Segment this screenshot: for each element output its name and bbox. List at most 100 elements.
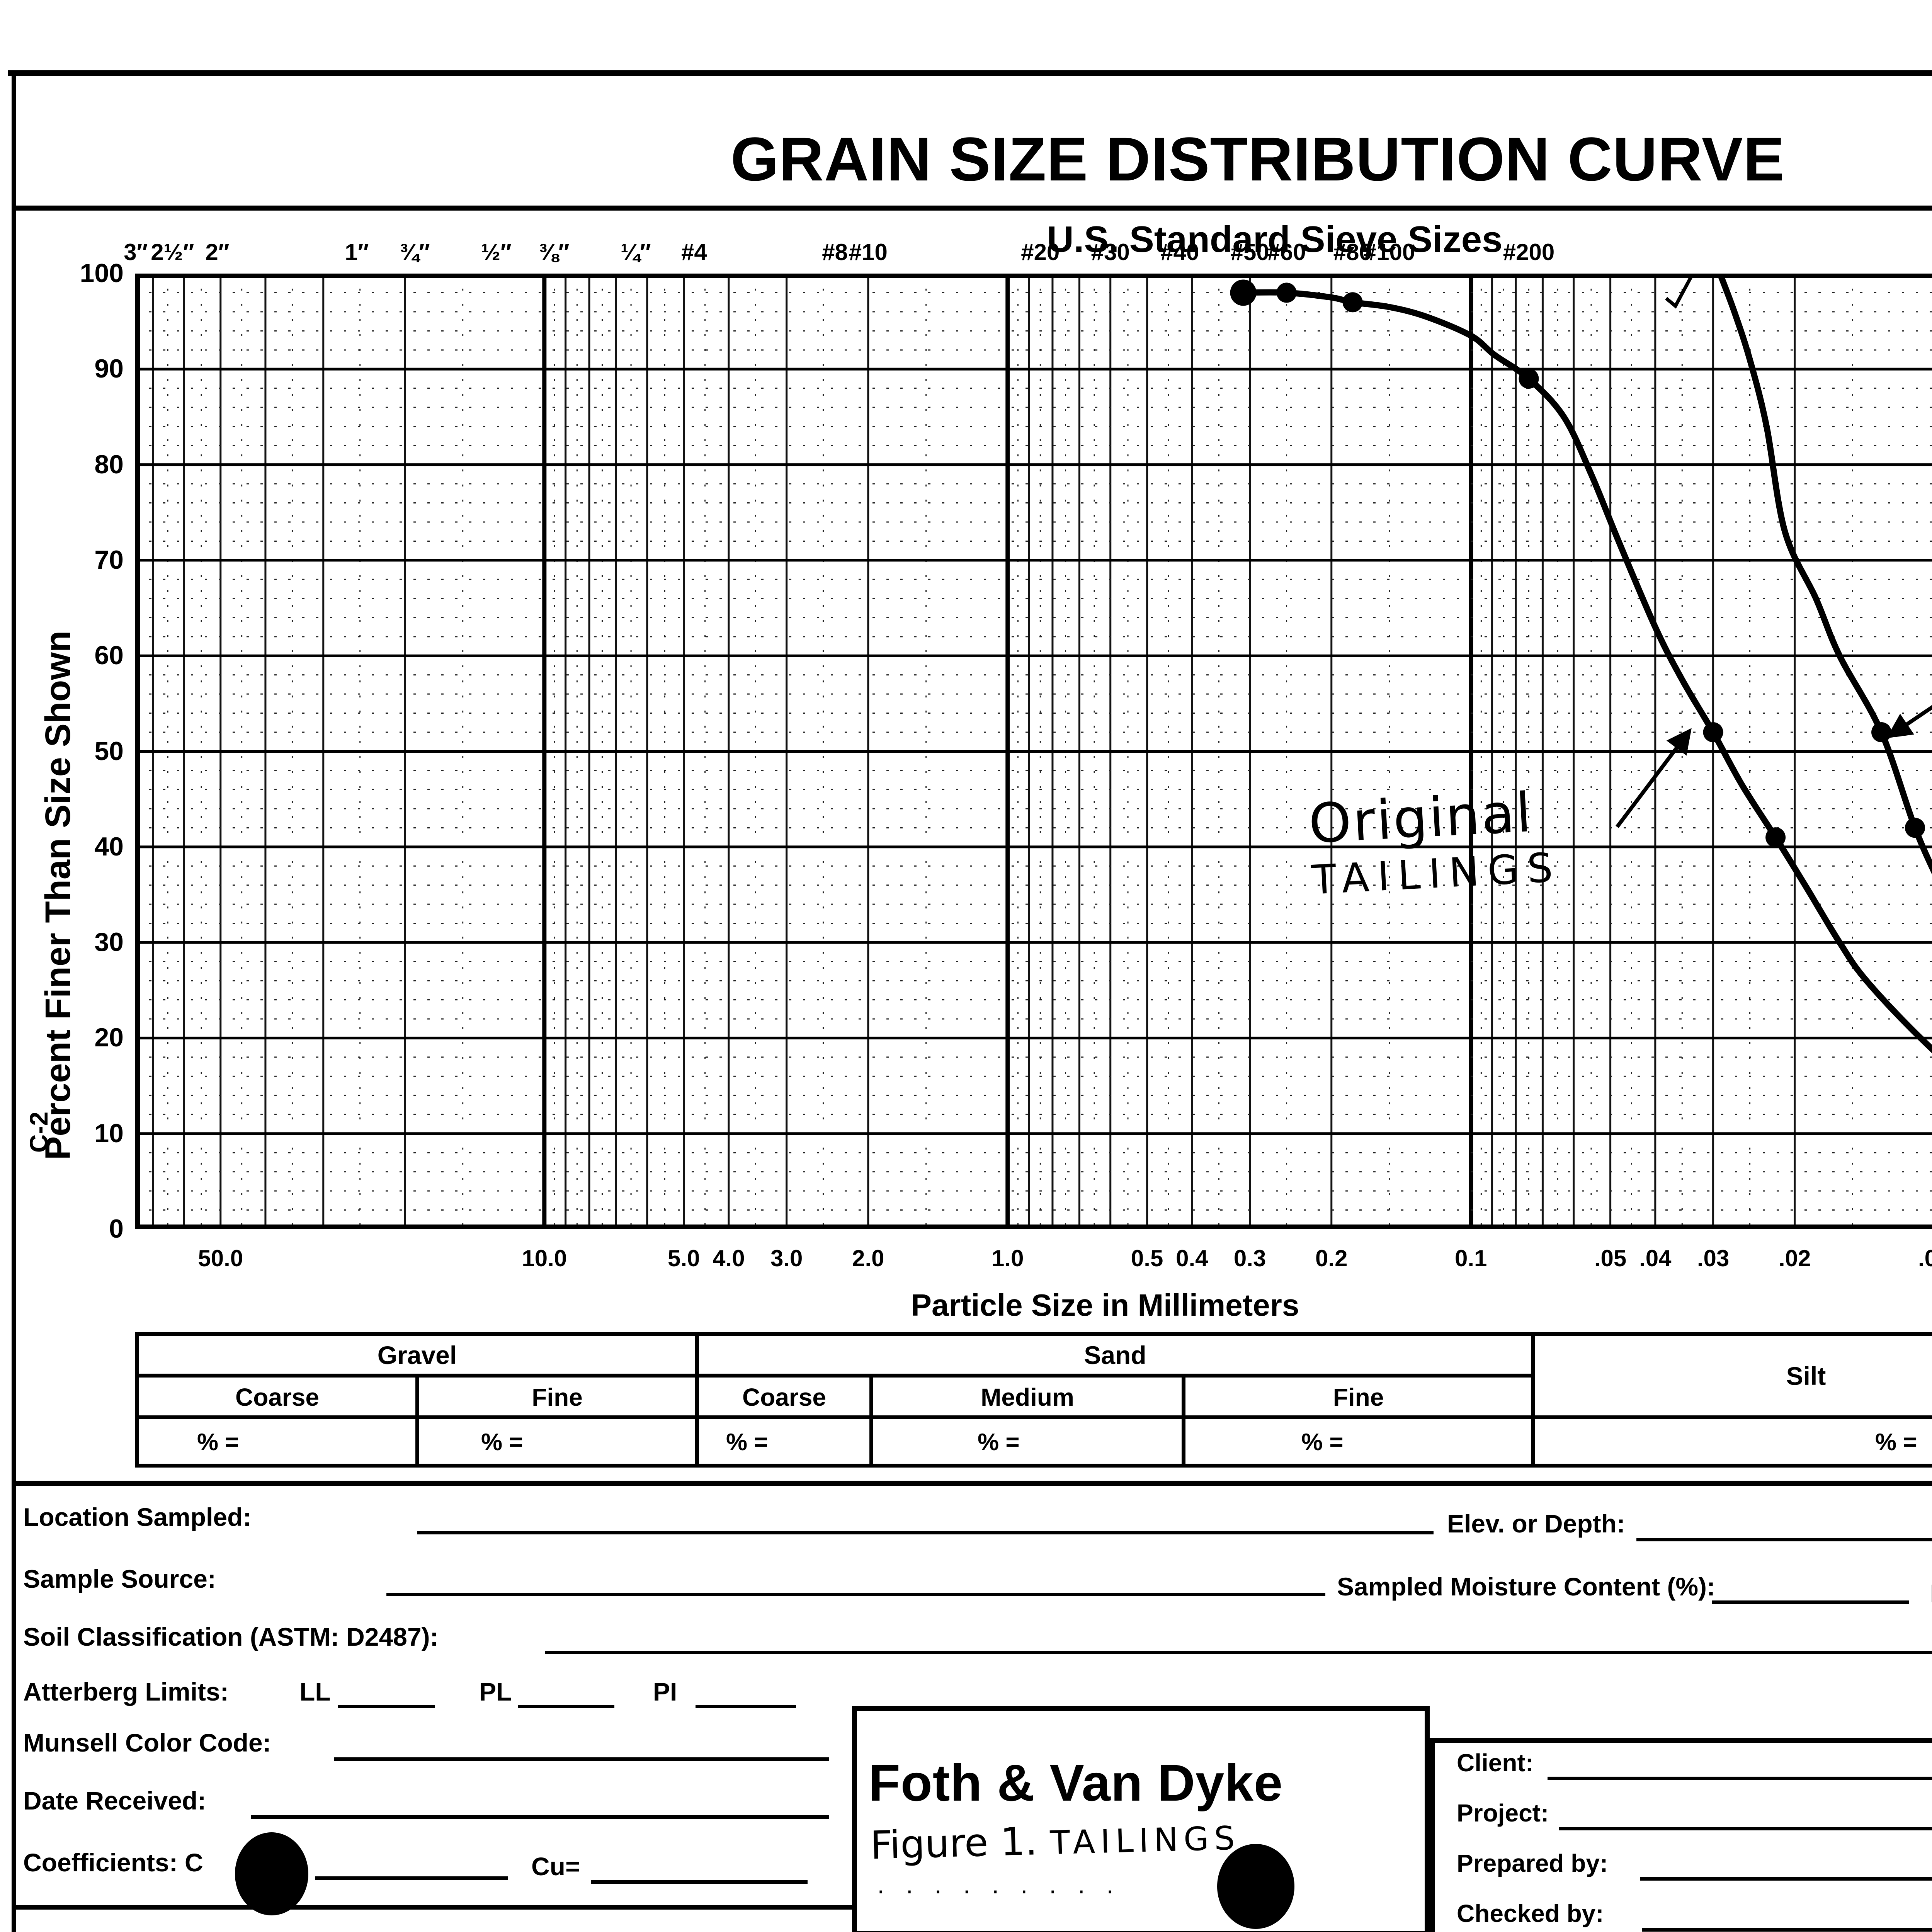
margin-label-c2: C-2 — [24, 1111, 53, 1153]
sieve-label-no80: #80 — [1333, 239, 1372, 265]
location-sampled-label: Location Sampled: — [23, 1503, 252, 1531]
x-tick-0.5: 0.5 — [1131, 1245, 1163, 1271]
curve-data-point — [1276, 282, 1297, 303]
table-cell-sand-medium: Medium — [869, 1374, 1185, 1419]
dots-row: · · · · · · · · · — [877, 1879, 1121, 1906]
x-tick-.01: .01 — [1918, 1245, 1932, 1271]
elev-depth-label: Elev. or Depth: — [1447, 1509, 1625, 1538]
table-cell-gravel-coarse: Coarse — [135, 1374, 419, 1419]
figure-title: TAILINGS — [1049, 1819, 1241, 1862]
table-cell-sand: Sand — [695, 1332, 1535, 1378]
table-cell-sand-coarse: Coarse — [695, 1374, 873, 1419]
x-tick-.03: .03 — [1697, 1245, 1730, 1271]
figure-caption: Figure 1. TAILINGS — [870, 1813, 1241, 1868]
y-tick-50: 50 — [94, 736, 124, 766]
date-received-line — [251, 1815, 829, 1819]
table-cell-pct-sand-fine: % = — [1182, 1415, 1535, 1468]
sieve-label-no60: #60 — [1267, 239, 1306, 265]
x-tick-3.0: 3.0 — [770, 1245, 803, 1271]
sieve-label-¼″: ¼″ — [620, 239, 651, 265]
sieve-label-no100: #100 — [1363, 239, 1415, 265]
check-mark — [1665, 274, 1694, 309]
grain-size-chart — [135, 274, 1932, 1229]
sieve-label-½″: ½″ — [481, 239, 512, 265]
curve-data-point — [1230, 279, 1257, 306]
moisture-line — [1712, 1600, 1909, 1604]
ll-line — [338, 1705, 435, 1708]
table-cell-sand-fine: Fine — [1182, 1374, 1535, 1419]
sieve-label-1″: 1″ — [345, 239, 369, 265]
pl-line — [518, 1705, 614, 1708]
client-label: Client: — [1457, 1749, 1534, 1777]
curve-data-point — [1703, 722, 1723, 743]
bottom-left-rule — [12, 1905, 854, 1910]
sieve-label-no10: #10 — [849, 239, 888, 265]
soil-class-line — [545, 1651, 1932, 1654]
ink-blob-coefficients — [235, 1832, 308, 1915]
annotation-arrow — [1886, 705, 1932, 738]
curve-data-point — [1342, 292, 1363, 313]
x-tick-4.0: 4.0 — [713, 1245, 745, 1271]
ll-label: LL — [299, 1677, 331, 1706]
table-cell-silt: Silt — [1531, 1332, 1932, 1419]
sieve-label-3″: 3″ — [124, 239, 148, 265]
coefficient-c-line — [315, 1876, 508, 1880]
sample-source-line — [386, 1593, 1325, 1596]
x-tick-1.0: 1.0 — [992, 1245, 1024, 1271]
x-tick-0.3: 0.3 — [1233, 1245, 1266, 1271]
table-cell-gravel: Gravel — [135, 1332, 699, 1378]
pi-line — [696, 1705, 796, 1708]
date-received-label: Date Received: — [23, 1786, 206, 1815]
figure-number: Figure 1. — [869, 1818, 1038, 1868]
sieve-label-no4: #4 — [681, 239, 707, 265]
company-name: Foth & Van Dyke — [869, 1754, 1283, 1812]
chart-grid — [135, 274, 1932, 1229]
sieve-label-2½″: 2½″ — [151, 239, 194, 265]
prepared-by-line — [1640, 1877, 1932, 1881]
y-tick-80: 80 — [94, 449, 124, 479]
x-tick-2.0: 2.0 — [852, 1245, 884, 1271]
moisture-label: Sampled Moisture Content (%): — [1337, 1572, 1716, 1601]
y-tick-20: 20 — [94, 1023, 124, 1053]
left-border — [12, 70, 16, 1932]
logo-box — [852, 1706, 1430, 1932]
curve-segregated-tailings — [1717, 274, 1932, 875]
table-cell-pct-sand-medium: % = — [869, 1415, 1185, 1468]
sample-source-label: Sample Source: — [23, 1565, 216, 1593]
sieve-label-no200: #200 — [1503, 239, 1555, 265]
sieve-label-no30: #30 — [1091, 239, 1130, 265]
sieve-sizes-header: U.S. Standard Sieve Sizes — [1047, 219, 1503, 260]
y-tick-100: 100 — [80, 259, 124, 288]
chart-extras — [1616, 274, 1932, 828]
checked-by-label: Checked by: — [1457, 1900, 1604, 1927]
y-tick-0: 0 — [109, 1214, 124, 1243]
table-cell-pct-silt: % = — [1531, 1415, 1932, 1468]
atterberg-label: Atterberg Limits: — [23, 1677, 229, 1706]
sieve-label-no40: #40 — [1160, 239, 1199, 265]
x-tick-0.4: 0.4 — [1176, 1245, 1208, 1271]
x-tick-5.0: 5.0 — [667, 1245, 700, 1271]
sieve-label-no8: #8 — [822, 239, 848, 265]
x-tick-.02: .02 — [1778, 1245, 1811, 1271]
y-tick-40: 40 — [94, 832, 124, 861]
curve-original-tailings — [1240, 289, 1932, 1054]
x-tick-.04: .04 — [1639, 1245, 1672, 1271]
table-cell-pct-sand-coarse: % = — [695, 1415, 873, 1468]
x-tick-50.0: 50.0 — [198, 1245, 243, 1271]
page-title: GRAIN SIZE DISTRIBUTION CURVE — [730, 124, 1785, 194]
elev-depth-line — [1636, 1538, 1932, 1541]
table-cell-gravel-fine: Fine — [415, 1374, 699, 1419]
title-underline — [12, 206, 1932, 211]
table-cell-pct-gravel-fine: % = — [415, 1415, 699, 1468]
plot-border — [135, 274, 1932, 1229]
x-tick-.05: .05 — [1594, 1245, 1627, 1271]
annotation-original: Original TAILINGS — [1307, 780, 1562, 904]
table-cell-pct-gravel-coarse: % = — [135, 1415, 419, 1468]
pi-label: PI — [653, 1677, 677, 1706]
cu-line — [591, 1880, 808, 1884]
sieve-label-no20: #20 — [1021, 239, 1060, 265]
munsell-label: Munsell Color Code: — [23, 1728, 271, 1757]
y-tick-90: 90 — [94, 354, 124, 384]
sieve-label-2″: 2″ — [205, 239, 230, 265]
munsell-line — [334, 1757, 829, 1761]
